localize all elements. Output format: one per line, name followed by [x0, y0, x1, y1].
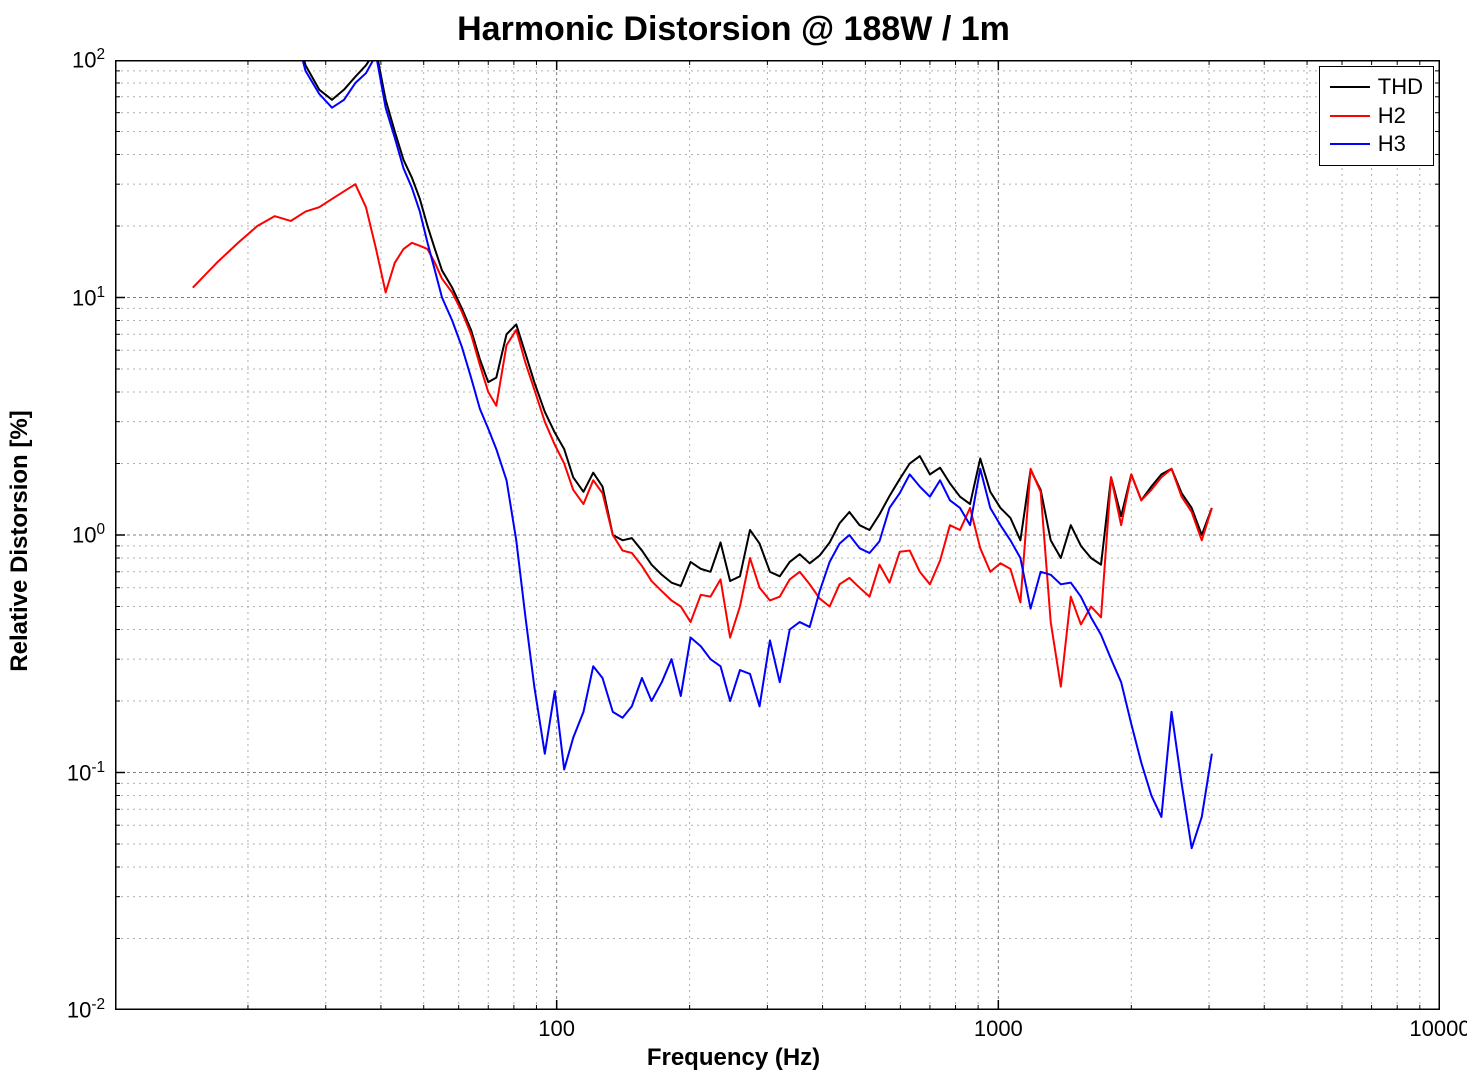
x-axis-label: Frequency (Hz): [0, 1044, 1467, 1072]
legend-line-swatch: [1330, 115, 1370, 117]
y-tick-label: 101: [45, 284, 105, 311]
plot-area: [115, 60, 1440, 1010]
legend-label: THD: [1378, 73, 1423, 102]
y-tick-label: 102: [45, 46, 105, 73]
chart-title: Harmonic Distorsion @ 188W / 1m: [0, 10, 1467, 49]
chart-container: Harmonic Distorsion @ 188W / 1m Relative…: [0, 0, 1467, 1082]
y-axis-label: Relative Distorsion [%]: [6, 410, 34, 671]
x-tick-label: 1000: [958, 1016, 1038, 1042]
legend-entry: H3: [1330, 130, 1423, 159]
legend-line-swatch: [1330, 86, 1370, 88]
legend-label: H2: [1378, 102, 1406, 131]
legend-entry: THD: [1330, 73, 1423, 102]
y-tick-label: 10-1: [45, 759, 105, 786]
x-tick-label: 100: [517, 1016, 597, 1042]
y-tick-label: 100: [45, 521, 105, 548]
legend-label: H3: [1378, 130, 1406, 159]
legend: THDH2H3: [1319, 66, 1434, 166]
legend-line-swatch: [1330, 143, 1370, 145]
y-tick-label: 10-2: [45, 996, 105, 1023]
x-tick-label: 10000: [1400, 1016, 1467, 1042]
legend-entry: H2: [1330, 102, 1423, 131]
